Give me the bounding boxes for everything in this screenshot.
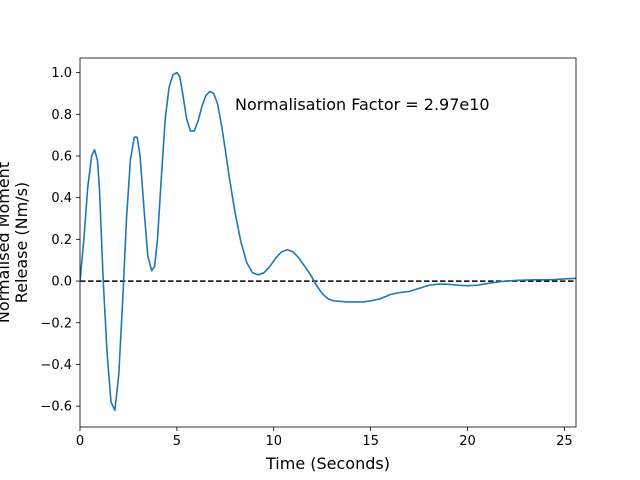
y-tick-label: 0.0	[51, 275, 72, 290]
normalisation-factor-annotation: Normalisation Factor = 2.97e10	[235, 95, 490, 114]
x-tick-label: 25	[556, 434, 573, 449]
axes: 0 5 10 15 20 25 −0.6 −0.4 −0.2 0.0 0.2 0.4 0.6 0.8 1.0	[40, 57, 577, 449]
x-tick-label: 15	[362, 434, 379, 449]
x-tick-label: 10	[265, 434, 282, 449]
y-tick-label: −0.6	[40, 400, 72, 415]
y-tick-label: 0.4	[51, 191, 72, 206]
y-axis-label-line-2: Release (Nm/s)	[12, 182, 31, 303]
series-line-0	[80, 71, 576, 412]
y-tick-label: 0.6	[51, 149, 72, 164]
x-axis-label: Time (Seconds)	[265, 454, 390, 473]
x-tick-label: 5	[173, 434, 181, 449]
y-tick-label: 1.0	[51, 66, 72, 81]
x-tick-label: 20	[459, 434, 476, 449]
y-tick-label: 0.8	[51, 108, 72, 123]
axes-frame	[79, 57, 577, 428]
y-tick-label: 0.2	[51, 233, 72, 248]
y-tick-label: −0.4	[40, 358, 72, 373]
axis-labels: Time (Seconds) Normalised Moment Release…	[0, 95, 490, 473]
x-tick-label: 0	[76, 434, 84, 449]
plot-area	[80, 71, 576, 412]
y-axis-label-line-1: Normalised Moment	[0, 162, 13, 323]
y-tick-label: −0.2	[40, 316, 72, 331]
